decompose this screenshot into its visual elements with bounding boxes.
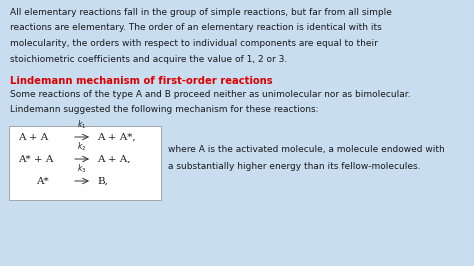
Text: A + A*,: A + A*, <box>97 132 136 142</box>
FancyBboxPatch shape <box>9 126 161 200</box>
Text: Lindemann suggested the following mechanism for these reactions:: Lindemann suggested the following mechan… <box>10 106 319 114</box>
Text: reactions are elementary. The order of an elementary reaction is identical with : reactions are elementary. The order of a… <box>10 23 382 32</box>
Text: $k_{3}$: $k_{3}$ <box>77 163 87 175</box>
Text: A + A: A + A <box>18 132 48 142</box>
Text: B,: B, <box>97 177 108 185</box>
Text: a substantially higher energy than its fellow-molecules.: a substantially higher energy than its f… <box>168 162 420 171</box>
Text: where A is the activated molecule, a molecule endowed with: where A is the activated molecule, a mol… <box>168 145 445 154</box>
Text: stoichiometric coefficients and acquire the value of 1, 2 or 3.: stoichiometric coefficients and acquire … <box>10 55 287 64</box>
Text: A* + A: A* + A <box>18 155 54 164</box>
Text: Lindemann mechanism of first-order reactions: Lindemann mechanism of first-order react… <box>10 76 273 86</box>
Text: molecularity, the orders with respect to individual components are equal to thei: molecularity, the orders with respect to… <box>10 39 378 48</box>
Text: Some reactions of the type A and B proceed neither as unimolecular nor as bimole: Some reactions of the type A and B proce… <box>10 90 410 99</box>
Text: All elementary reactions fall in the group of simple reactions, but far from all: All elementary reactions fall in the gro… <box>10 8 392 17</box>
Text: $k_{1}$: $k_{1}$ <box>77 118 87 131</box>
Text: A + A,: A + A, <box>97 155 130 164</box>
Text: A*: A* <box>36 177 49 185</box>
Text: $k_{2}$: $k_{2}$ <box>77 140 87 153</box>
